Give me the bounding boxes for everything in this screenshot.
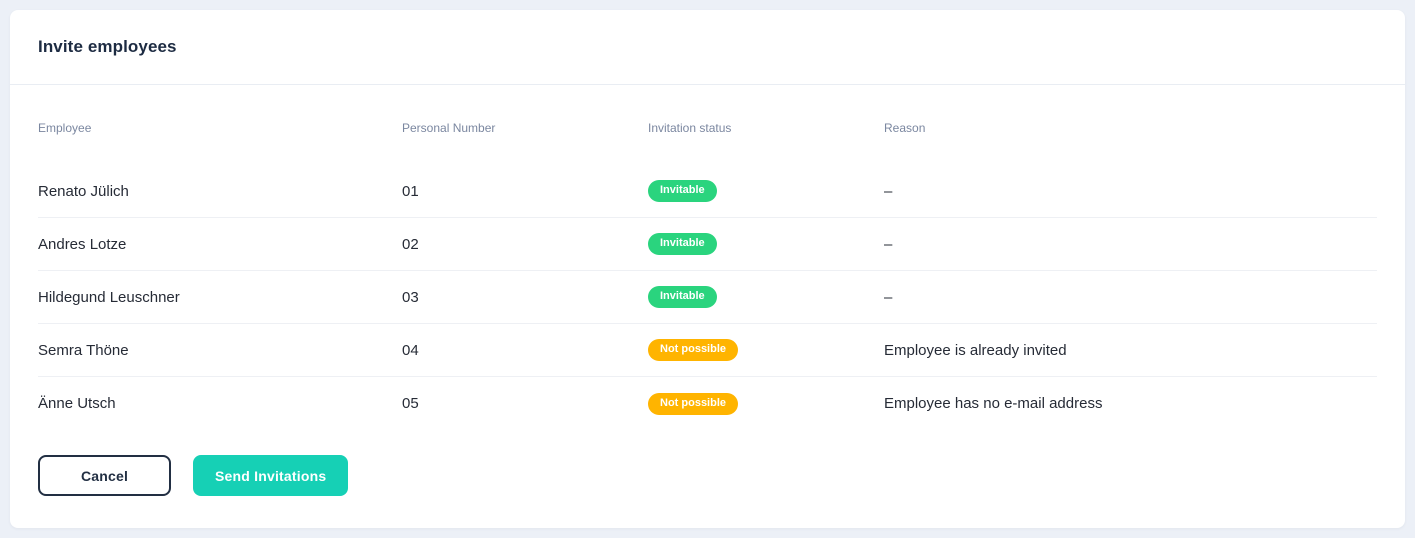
personal-number-cell: 05 [402, 395, 419, 412]
employee-name-cell: Hildegund Leuschner [38, 288, 180, 306]
personal-number-cell: 03 [402, 288, 419, 306]
column-header-reason: Reason [884, 121, 926, 135]
table-row: Hildegund Leuschner 03 Invitable – [38, 271, 1377, 324]
table-row: Andres Lotze 02 Invitable – [38, 218, 1377, 271]
reason-cell: – [884, 235, 893, 253]
table-row: Semra Thöne 04 Not possible Employee is … [38, 324, 1377, 377]
modal-footer-actions: Cancel Send Invitations [10, 430, 1405, 528]
employee-name-cell: Änne Utsch [38, 395, 116, 412]
status-badge: Invitable [648, 233, 717, 255]
reason-cell: Employee is already invited [884, 341, 1067, 359]
employees-table: Employee Personal Number Invitation stat… [10, 85, 1405, 430]
column-header-personal-number: Personal Number [402, 121, 496, 135]
invitation-status-cell: Invitable [648, 233, 884, 255]
personal-number-cell: 04 [402, 341, 419, 359]
employee-name-cell: Renato Jülich [38, 182, 129, 200]
status-badge: Not possible [648, 392, 739, 415]
page-title: Invite employees [38, 37, 177, 56]
reason-cell: Employee has no e-mail address [884, 395, 1103, 412]
table-row: Renato Jülich 01 Invitable – [38, 165, 1377, 218]
status-badge: Invitable [648, 286, 717, 308]
employee-name-cell: Andres Lotze [38, 235, 127, 253]
status-badge: Not possible [648, 339, 739, 361]
table-row: Änne Utsch 05 Not possible Employee has … [38, 377, 1377, 430]
invitation-status-cell: Not possible [648, 339, 884, 361]
reason-cell: – [884, 288, 893, 306]
column-header-employee: Employee [38, 121, 92, 135]
table-header-row: Employee Personal Number Invitation stat… [38, 121, 1377, 165]
personal-number-cell: 01 [402, 182, 419, 200]
reason-cell: – [884, 182, 893, 200]
status-badge: Invitable [648, 180, 717, 202]
employee-name-cell: Semra Thöne [38, 341, 129, 359]
invite-employees-modal: Invite employees Employee Personal Numbe… [10, 10, 1405, 528]
column-header-invitation-status: Invitation status [648, 121, 732, 135]
invitation-status-cell: Invitable [648, 286, 884, 308]
table-body: Renato Jülich 01 Invitable – Andres Lotz… [38, 165, 1377, 430]
invitation-status-cell: Not possible [648, 392, 884, 415]
send-invitations-button[interactable]: Send Invitations [193, 455, 349, 496]
modal-header: Invite employees [10, 10, 1405, 85]
personal-number-cell: 02 [402, 235, 419, 253]
cancel-button[interactable]: Cancel [38, 455, 171, 496]
invitation-status-cell: Invitable [648, 180, 884, 202]
